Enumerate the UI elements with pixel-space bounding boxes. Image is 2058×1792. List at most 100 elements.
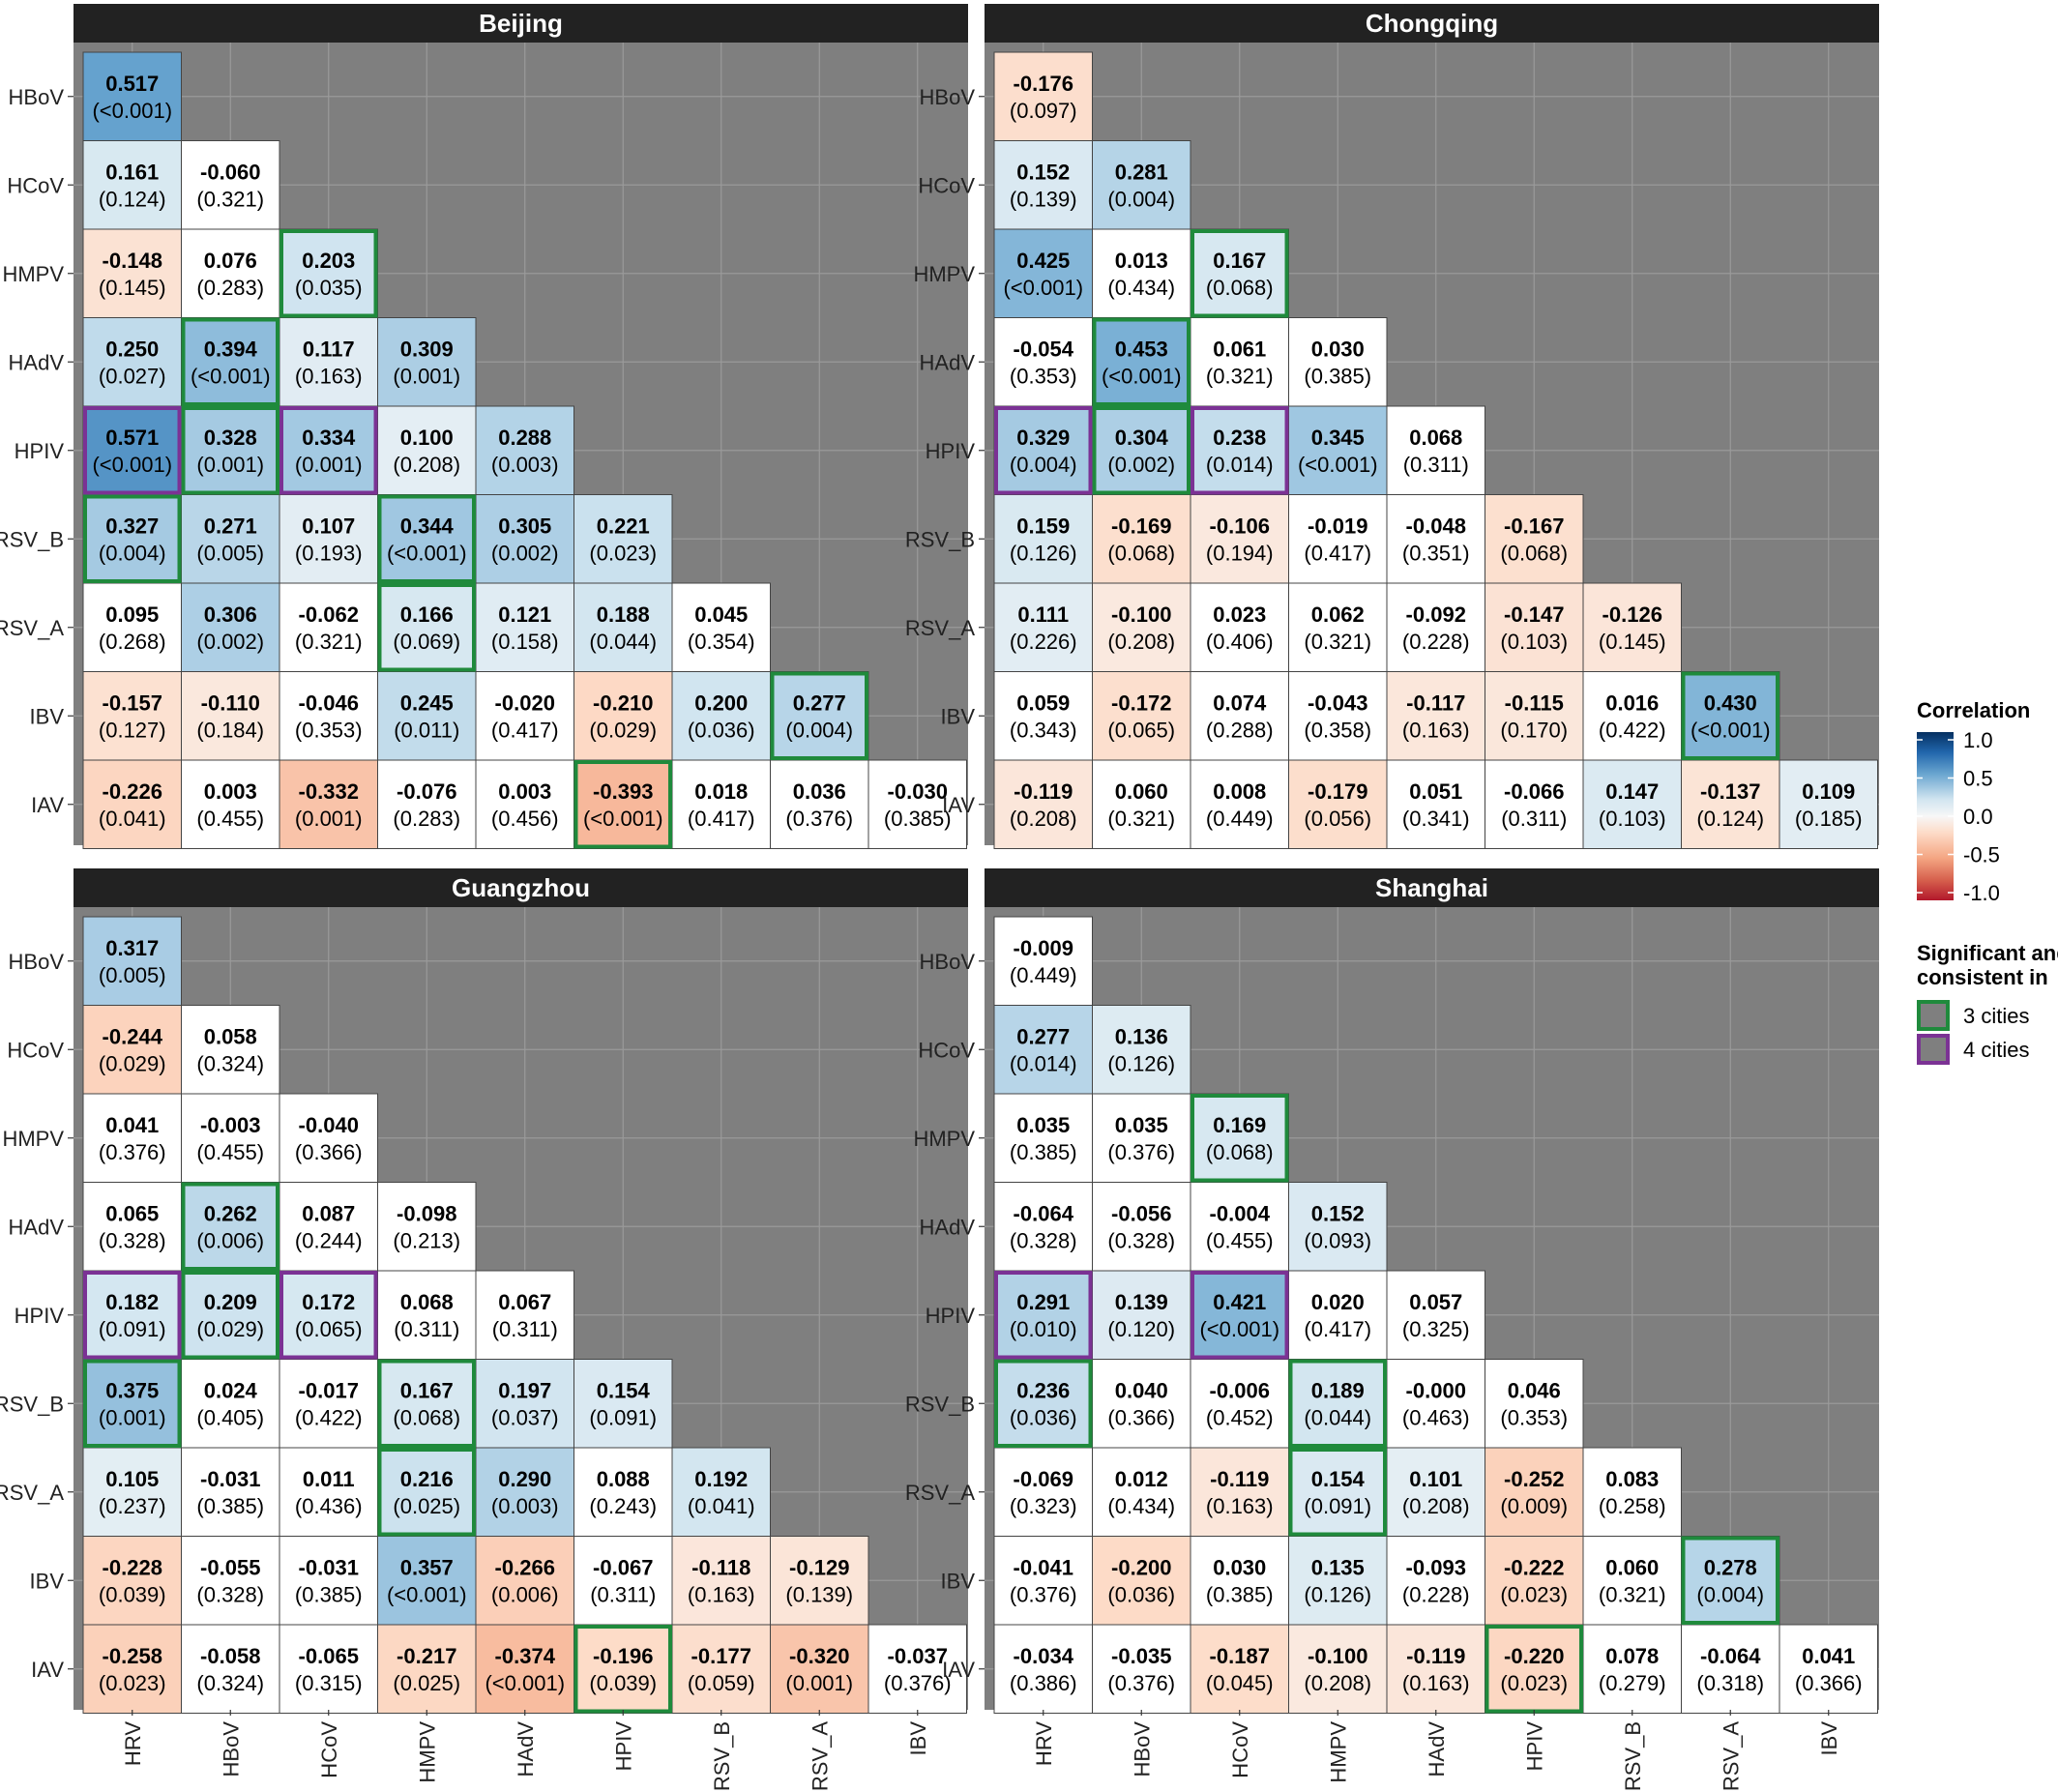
cell-correlation-label: -0.100 [1308, 1644, 1367, 1668]
highlight-border-3-cities [1288, 1359, 1387, 1448]
cell-fill [1288, 317, 1388, 407]
cell-correlation-label: -0.179 [1308, 779, 1367, 804]
cell-pvalue-label: (<0.001) [583, 807, 663, 831]
cell-fill [377, 317, 477, 407]
cell-correlation-label: 0.074 [1213, 690, 1267, 715]
heatmap-cell: 0.375 (0.001) [82, 1359, 182, 1449]
heatmap-cell: -0.119 (0.163) [1386, 1624, 1485, 1714]
cell-correlation-label: 0.571 [105, 426, 159, 450]
heatmap-cell: 0.067 (0.311) [475, 1270, 574, 1360]
heatmap-cell: 0.209 (0.029) [181, 1270, 280, 1360]
cell-fill [1386, 582, 1485, 672]
y-axis-tick-label: HMPV [2, 262, 64, 286]
cell-correlation-label: 0.036 [793, 779, 846, 804]
x-axis-tick-label: HAdV [514, 1721, 538, 1777]
cell-correlation-label: -0.115 [1505, 690, 1564, 715]
cell-pvalue-label: (0.039) [99, 1582, 166, 1606]
cell-correlation-label: 0.304 [1115, 426, 1169, 450]
x-axis-tick-label: HRV [1032, 1721, 1056, 1766]
cell-fill [181, 405, 280, 495]
cell-correlation-label: -0.106 [1210, 514, 1270, 538]
cell-pvalue-label: (0.023) [99, 1671, 166, 1695]
cell-pvalue-label: (0.406) [1206, 630, 1274, 654]
cell-pvalue-label: (0.376) [1107, 1140, 1175, 1164]
cell-fill [1386, 1624, 1485, 1714]
cell-pvalue-label: (0.436) [295, 1494, 363, 1518]
cell-pvalue-label: (<0.001) [92, 453, 172, 477]
cell-fill [82, 1182, 182, 1272]
heatmap-cell: -0.100 (0.208) [1288, 1624, 1388, 1714]
cell-fill [1485, 1624, 1584, 1714]
y-axis-tick-label: RSV_A [905, 616, 975, 640]
cell-pvalue-label: (0.163) [1402, 1671, 1470, 1695]
heatmap-cell: 0.166 (0.069) [377, 582, 477, 672]
cell-correlation-label: -0.017 [299, 1378, 359, 1402]
cell-correlation-label: -0.228 [103, 1555, 162, 1579]
cell-correlation-label: -0.069 [1014, 1467, 1073, 1491]
heatmap-cell: -0.003 (0.455) [181, 1093, 280, 1183]
heatmap-cell: 0.023 (0.406) [1190, 582, 1289, 672]
heatmap-cell: 0.012 (0.434) [1092, 1447, 1191, 1537]
cell-pvalue-label: (0.014) [1206, 453, 1274, 477]
cell-correlation-label: 0.109 [1802, 779, 1855, 804]
cell-fill [1092, 1182, 1191, 1272]
cell-pvalue-label: (0.184) [196, 718, 264, 742]
cell-fill [475, 405, 574, 495]
cell-pvalue-label: (0.029) [196, 1317, 264, 1341]
x-axis-tick-label: HPIV [1522, 1721, 1546, 1772]
cell-pvalue-label: (0.029) [589, 718, 657, 742]
cell-fill [181, 1182, 280, 1272]
highlight-legend-title-line2: consistent in [1917, 965, 2048, 989]
cell-correlation-label: 0.013 [1115, 249, 1168, 273]
cell-correlation-label: -0.217 [397, 1644, 456, 1668]
panel-title: Guangzhou [452, 873, 590, 902]
heatmap-cell: 0.329 (0.004) [993, 405, 1093, 495]
heatmap-cell: -0.129 (0.139) [770, 1536, 869, 1626]
cell-correlation-label: -0.220 [1504, 1644, 1564, 1668]
cell-pvalue-label: (0.001) [295, 807, 363, 831]
cell-correlation-label: -0.110 [201, 690, 260, 715]
cell-pvalue-label: (0.321) [196, 187, 264, 211]
y-axis-tick-label: HPIV [926, 1304, 976, 1328]
cell-fill [671, 1624, 771, 1714]
cell-correlation-label: -0.064 [1014, 1201, 1074, 1225]
cell-pvalue-label: (0.158) [491, 630, 559, 654]
cell-fill [1288, 582, 1388, 672]
cell-fill [770, 759, 869, 849]
cell-correlation-label: 0.209 [204, 1290, 257, 1314]
cell-pvalue-label: (0.163) [1402, 718, 1470, 742]
panel-title: Beijing [479, 9, 563, 38]
cell-correlation-label: 0.095 [105, 602, 159, 627]
heatmap-cell: -0.060 (0.321) [181, 140, 280, 230]
cell-correlation-label: 0.051 [1409, 779, 1462, 804]
cell-pvalue-label: (0.001) [196, 453, 264, 477]
heatmap-cell: 0.334 (0.001) [279, 405, 378, 495]
highlight-border-3-cities [1092, 317, 1191, 406]
y-axis-tick-label: HMPV [913, 1127, 975, 1151]
heatmap-cell: -0.177 (0.059) [671, 1624, 771, 1714]
cell-fill [1288, 759, 1388, 849]
cell-fill [671, 582, 771, 672]
cell-correlation-label: 0.167 [1213, 249, 1266, 273]
cell-correlation-label: -0.067 [593, 1555, 653, 1579]
cell-fill [181, 140, 280, 230]
cell-fill [993, 1359, 1093, 1449]
cell-correlation-label: -0.374 [495, 1644, 556, 1668]
cell-correlation-label: -0.147 [1504, 602, 1564, 627]
cell-fill [1485, 1359, 1584, 1449]
cell-correlation-label: 0.200 [694, 690, 748, 715]
cell-correlation-label: 0.238 [1213, 426, 1266, 450]
heatmap-cell: 0.154 (0.091) [573, 1359, 673, 1449]
cell-pvalue-label: (0.315) [295, 1671, 363, 1695]
cell-pvalue-label: (0.422) [295, 1405, 363, 1429]
cell-fill [1190, 1359, 1289, 1449]
heatmap-cell: 0.517 (<0.001) [82, 51, 182, 141]
heatmap-cell: 0.051 (0.341) [1386, 759, 1485, 849]
y-axis-tick-label: IAV [31, 1658, 64, 1682]
cell-pvalue-label: (<0.001) [1199, 1317, 1279, 1341]
heatmap-cell: -0.374 (<0.001) [475, 1624, 574, 1714]
cell-pvalue-label: (0.126) [1304, 1582, 1371, 1606]
cell-fill [181, 671, 280, 761]
heatmap-cell: 0.087 (0.244) [279, 1182, 378, 1272]
heatmap-cell: 0.290 (0.003) [475, 1447, 574, 1537]
